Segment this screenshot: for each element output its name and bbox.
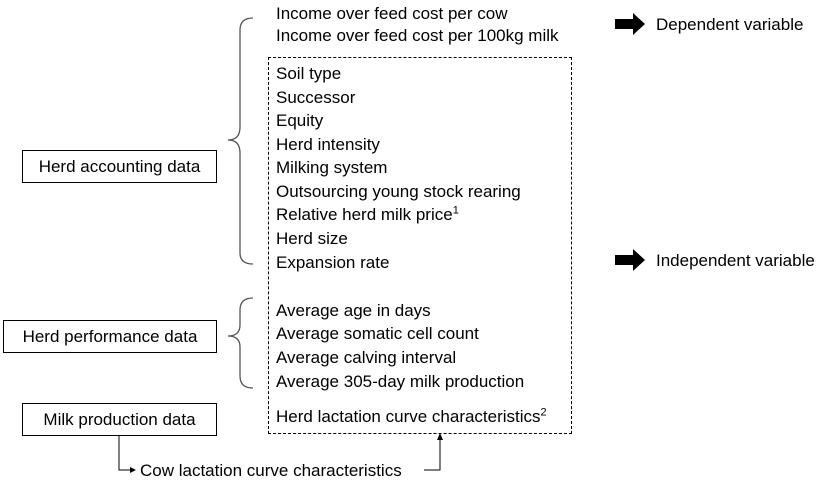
accounting-item: Expansion rate (276, 253, 390, 272)
herd-performance-data-box: Herd performance data (3, 320, 217, 353)
performance-item: Average 305-day milk production (276, 372, 525, 391)
accounting-brace (227, 17, 254, 265)
accounting-item: Successor (276, 88, 356, 107)
herd-accounting-data-box: Herd accounting data (22, 150, 217, 183)
dependent-var-1: Income over feed cost per cow (276, 4, 508, 23)
dependent-variable-label: Dependent variable (656, 15, 804, 34)
milk-to-cow-arrowhead (130, 467, 136, 473)
accounting-item-relative-price: Relative herd milk price1 (276, 205, 459, 225)
accounting-item: Herd size (276, 229, 348, 248)
performance-item: Average somatic cell count (276, 324, 479, 343)
milk-to-cow-line (118, 436, 130, 471)
performance-brace (227, 297, 254, 389)
cow-to-box-arrowhead (437, 433, 443, 440)
cow-lactation-label: Cow lactation curve characteristics (140, 461, 402, 480)
dependent-arrow-icon (615, 13, 645, 35)
independent-variables-box-outline (268, 57, 572, 434)
performance-item: Average calving interval (276, 348, 457, 367)
herd-lactation-text: Herd lactation curve characteristics (276, 407, 541, 426)
cow-to-box-line (424, 440, 441, 471)
independent-arrow-icon (615, 249, 645, 271)
accounting-item: Soil type (276, 64, 342, 83)
dependent-var-2: Income over feed cost per 100kg milk (276, 26, 559, 45)
milk-production-item: Herd lactation curve characteristics2 (276, 407, 547, 427)
accounting-item: Herd intensity (276, 135, 380, 154)
performance-item: Average age in days (276, 301, 431, 320)
accounting-item: Equity (276, 111, 324, 130)
accounting-item: Outsourcing young stock rearing (276, 182, 521, 201)
independent-variable-label: Independent variable (656, 251, 815, 270)
accounting-item: Milking system (276, 158, 388, 177)
milk-production-data-box: Milk production data (22, 403, 217, 436)
relative-price-text: Relative herd milk price (276, 205, 453, 224)
relative-price-footnote: 1 (452, 204, 459, 217)
herd-lactation-footnote: 2 (540, 406, 547, 419)
